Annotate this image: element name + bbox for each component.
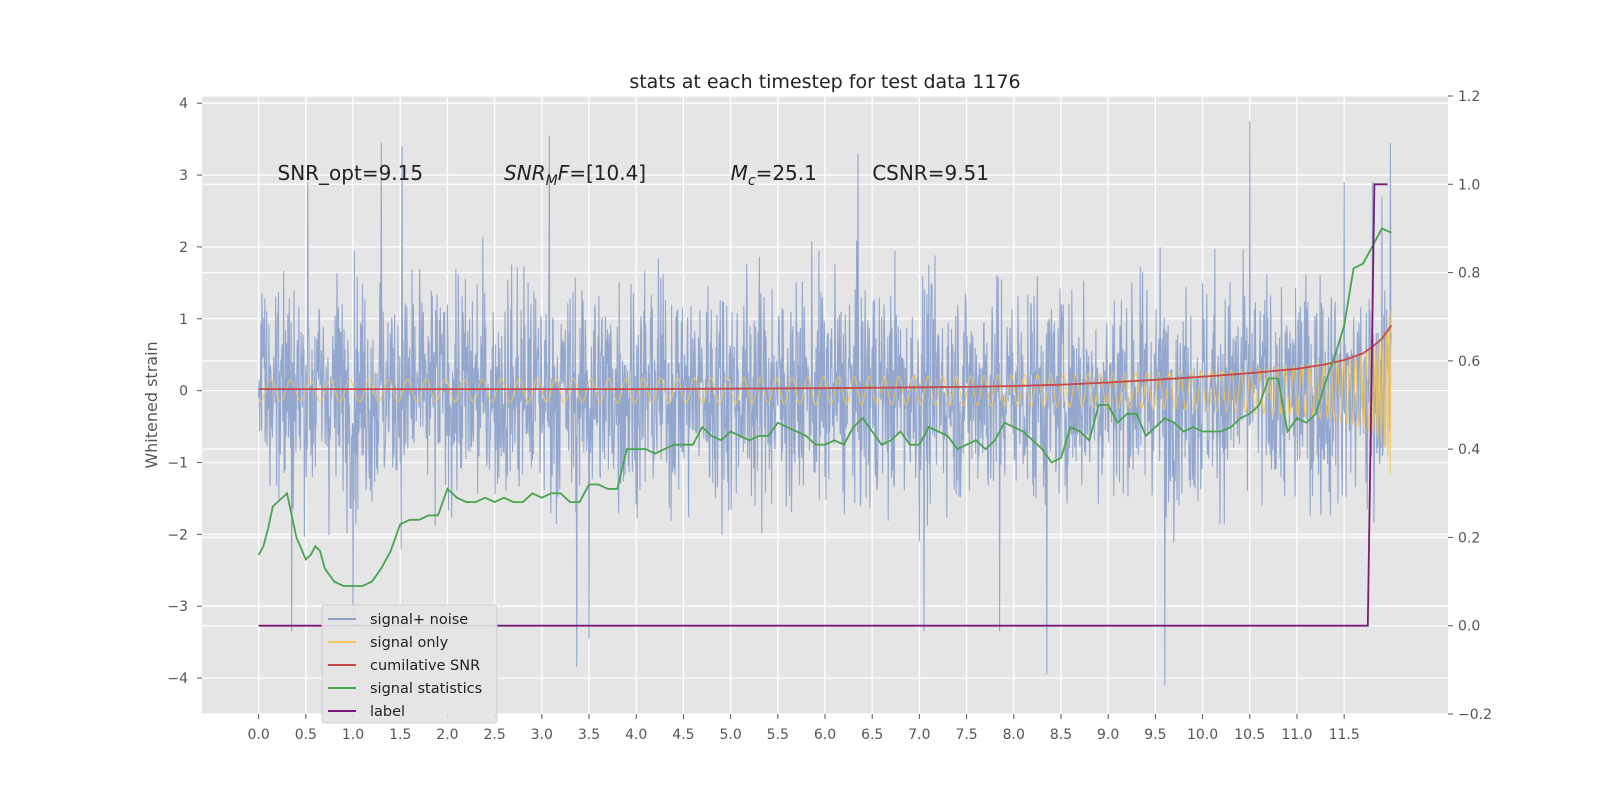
line-signal-statistics [257, 227, 1392, 587]
series-signal-noise [258, 121, 1392, 686]
x-tick-label: 7.5 [955, 727, 977, 743]
x-tick-label: 6.0 [814, 727, 836, 743]
legend-entry: signal+ noise [370, 612, 468, 628]
line-signal-noise [258, 121, 1392, 686]
legend-entry: signal statistics [370, 681, 482, 697]
y-tick-label: −3 [167, 599, 188, 615]
legend-entry: signal only [370, 635, 449, 651]
legend-entry: cumilative SNR [370, 658, 480, 674]
x-tick-label: 6.5 [861, 727, 883, 743]
x-tick-label: 3.5 [578, 727, 600, 743]
annotations: SNR_opt=9.15 SNRMF=[10.4] Mc=25.1 CSNR=9.51 [278, 161, 989, 189]
y2-tick-label: 1.0 [1458, 177, 1480, 193]
x-tick-label: 0.0 [248, 727, 270, 743]
x-tick-label: 9.0 [1097, 727, 1119, 743]
x-tick-label: 2.0 [436, 727, 458, 743]
y-axis-label: Whitened strain [142, 341, 161, 468]
x-tick-label: 5.5 [767, 727, 789, 743]
x-tick-label: 1.0 [342, 727, 364, 743]
x-tick-label: 2.5 [483, 727, 505, 743]
chart-title: stats at each timestep for test data 117… [629, 71, 1020, 93]
x-tick-label: 9.5 [1144, 727, 1166, 743]
y-tick-label: −1 [167, 455, 188, 471]
y-tick-label: 3 [179, 168, 188, 184]
y2-tick-label: 1.2 [1458, 89, 1480, 105]
annotation-text: CSNR=9.51 [872, 161, 989, 185]
x-tick-label: 4.5 [672, 727, 694, 743]
x-tick-label: 8.5 [1050, 727, 1072, 743]
annotation-text: SNRMF=[10.4] [504, 161, 646, 189]
y-tick-label: 0 [179, 384, 188, 400]
x-tick-label: 11.5 [1329, 727, 1360, 743]
y2-tick-label: 0.4 [1458, 442, 1480, 458]
y-tick-label: 1 [179, 312, 188, 328]
line-label [258, 183, 1388, 627]
x-tick-label: 1.5 [389, 727, 411, 743]
x-axis: 0.0 0.5 1.0 1.5 2.0 2.5 3.0 3.5 4.0 4.5 5.0 5.5 6.0 6… [248, 714, 1360, 743]
x-tick-label: 3.0 [531, 727, 553, 743]
y2-tick-label: −0.2 [1458, 707, 1492, 723]
series-lines [257, 183, 1393, 627]
y-axis-right: 1.2 1.0 0.8 0.6 0.4 0.2 0.0 −0.2 [1448, 89, 1492, 723]
x-tick-label: 0.5 [295, 727, 317, 743]
y2-tick-label: 0.0 [1458, 619, 1480, 635]
x-tick-label: 11.0 [1281, 727, 1312, 743]
y2-tick-label: 0.6 [1458, 354, 1480, 370]
y-tick-label: 4 [179, 96, 188, 112]
legend[interactable]: signal+ noise signal only cumilative SNR si… [321, 604, 498, 724]
y2-tick-label: 0.2 [1458, 530, 1480, 546]
line-cumulative-snr [258, 324, 1393, 390]
y-tick-label: 2 [179, 240, 188, 256]
annotation-text: Mc=25.1 [731, 161, 817, 189]
x-tick-label: 5.0 [719, 727, 741, 743]
y-tick-label: −4 [167, 671, 188, 687]
legend-box [321, 604, 498, 724]
y-tick-label: −2 [167, 527, 188, 543]
x-tick-label: 10.5 [1234, 727, 1265, 743]
annotation-text: SNR_opt=9.15 [278, 161, 424, 185]
line-signal-only [258, 306, 1392, 475]
series-signal-only [258, 306, 1392, 475]
y2-tick-label: 0.8 [1458, 266, 1480, 282]
y-axis-left: 4 3 2 1 0 −1 −2 −3 −4 [167, 96, 202, 687]
x-tick-label: 10.0 [1187, 727, 1218, 743]
x-tick-label: 7.0 [908, 727, 930, 743]
legend-entry: label [370, 704, 405, 720]
x-tick-label: 8.0 [1003, 727, 1025, 743]
x-tick-label: 4.0 [625, 727, 647, 743]
